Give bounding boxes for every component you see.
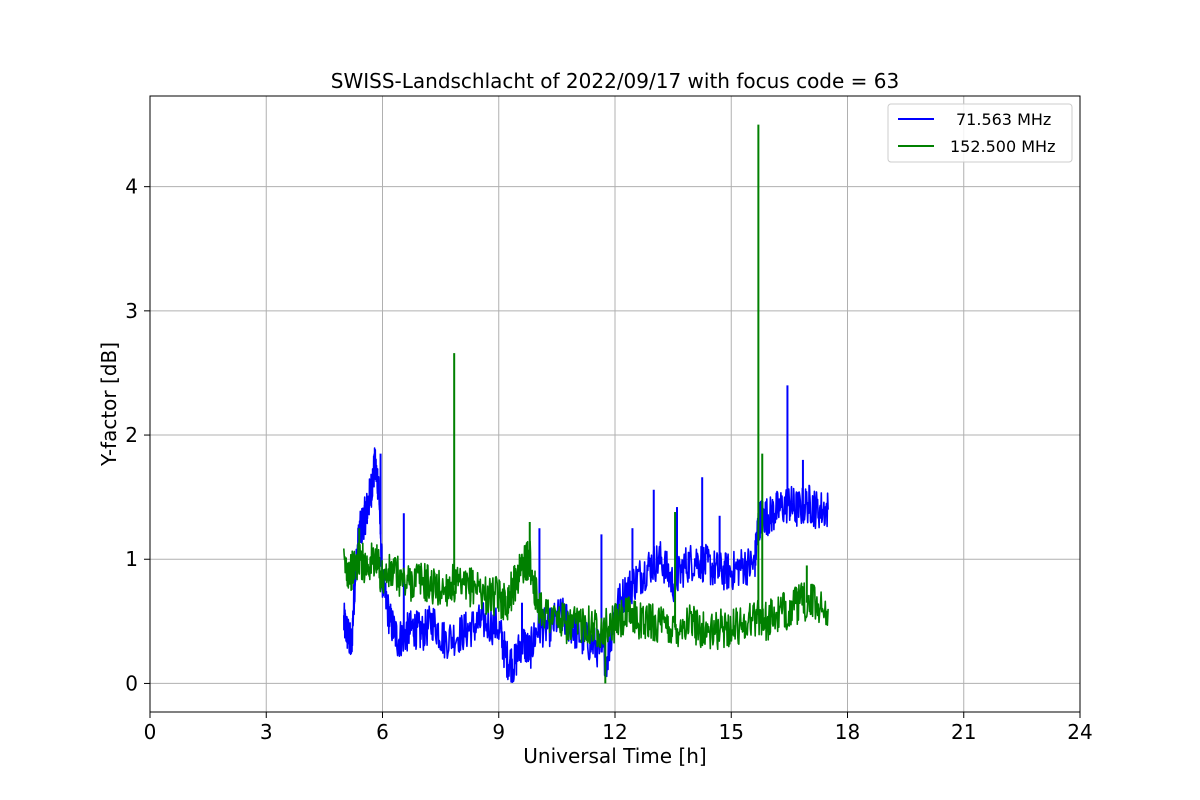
y-tick-label-2: 2 <box>125 423 138 447</box>
legend: 71.563 MHz 152.500 MHz <box>887 103 1073 163</box>
x-tick-label-8: 24 <box>1067 720 1092 744</box>
series-line-1 <box>343 540 829 651</box>
x-tick-label-3: 9 <box>492 720 505 744</box>
series-layer <box>343 124 829 684</box>
x-tick-label-4: 12 <box>602 720 627 744</box>
series-1 <box>343 124 829 684</box>
x-tick-label-1: 3 <box>260 720 273 744</box>
x-tick-label-0: 0 <box>144 720 157 744</box>
x-tick-label-2: 6 <box>376 720 389 744</box>
y-tick-label-0: 0 <box>125 671 138 695</box>
chart-title: SWISS-Landschlacht of 2022/09/17 with fo… <box>331 69 899 93</box>
y-tick-label-4: 4 <box>125 175 138 199</box>
y-axis-label: Y-factor [dB] <box>97 342 121 467</box>
x-tick-label-6: 18 <box>835 720 860 744</box>
y-tick-label-3: 3 <box>125 299 138 323</box>
x-axis-label: Universal Time [h] <box>523 744 706 768</box>
legend-label-71mhz: 71.563 MHz <box>956 110 1051 129</box>
x-tick-label-7: 21 <box>951 720 976 744</box>
x-tick-label-5: 15 <box>719 720 744 744</box>
y-tick-label-1: 1 <box>125 547 138 571</box>
legend-label-152mhz: 152.500 MHz <box>950 137 1055 156</box>
